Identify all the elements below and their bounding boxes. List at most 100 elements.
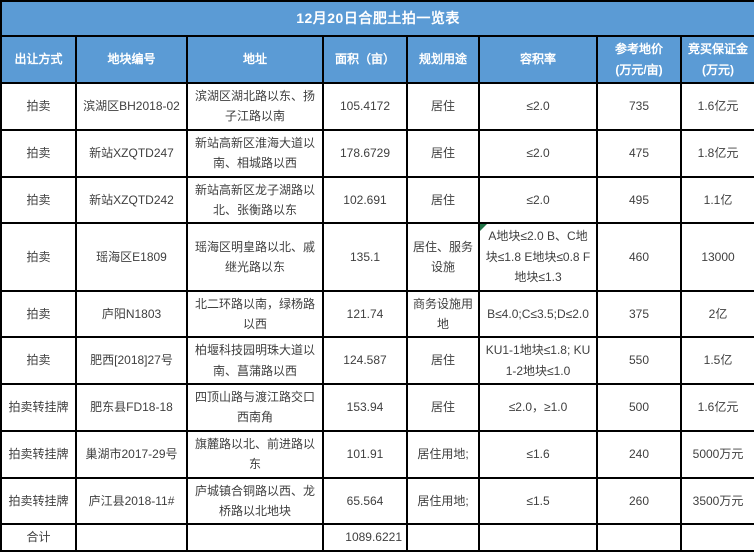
- cell-plot-no: 滨湖区BH2018-02: [75, 82, 188, 131]
- column-header-far: 容积率: [478, 35, 598, 84]
- cell-address: 瑶海区明皇路以北、戚继光路以东: [186, 222, 324, 292]
- cell-far: KU1-1地块≤1.8; KU1-2地块≤1.0: [478, 336, 598, 386]
- total-row: 合计 1089.6221: [0, 523, 754, 552]
- table-row: 拍卖 瑶海区E1809 瑶海区明皇路以北、戚继光路以东 135.1 居住、服务设…: [0, 222, 754, 292]
- table-row: 拍卖 肥西[2018]27号 柏堰科技园明珠大道以南、菖蒲路以西 124.587…: [0, 336, 754, 386]
- cell-area: 135.1: [322, 222, 408, 292]
- column-header-deposit: 竞买保证金 (万元): [679, 35, 754, 84]
- cell-area: 105.4172: [322, 82, 408, 131]
- cell-area: 121.74: [322, 289, 408, 339]
- cell-method: 拍卖: [0, 175, 77, 225]
- cell-address: 滨湖区湖北路以东、扬子江路以南: [186, 82, 324, 131]
- cell-far: ≤2.0: [478, 128, 598, 178]
- table-row: 拍卖 庐阳N1803 北二环路以南，绿杨路以西 121.74 商务设施用地 B≤…: [0, 289, 754, 339]
- cell-plot-no: 庐阳N1803: [75, 289, 188, 339]
- table-row: 拍卖转挂牌 巢湖市2017-29号 旗麓路以北、前进路以东 101.91 居住用…: [0, 429, 754, 479]
- cell-plot-no: 庐江县2018-11#: [75, 476, 188, 526]
- cell-usage: 居住: [406, 175, 480, 225]
- cell-plot-no: 瑶海区E1809: [75, 222, 188, 292]
- cell-area: 124.587: [322, 336, 408, 386]
- cell-ref-price: 475: [596, 128, 682, 178]
- table-title: 12月20日合肥土拍一览表: [0, 0, 754, 37]
- total-empty-cell: [406, 523, 480, 552]
- cell-method: 拍卖: [0, 222, 77, 292]
- cell-deposit: 1.5亿: [679, 336, 754, 386]
- cell-deposit: 1.6亿元: [679, 82, 754, 131]
- cell-method: 拍卖: [0, 289, 77, 339]
- cell-plot-no: 新站XZQTD247: [75, 128, 188, 178]
- table-row: 拍卖 滨湖区BH2018-02 滨湖区湖北路以东、扬子江路以南 105.4172…: [0, 82, 754, 131]
- cell-far: ≤1.6: [478, 429, 598, 479]
- cell-deposit: 3500万元: [679, 476, 754, 526]
- total-empty-cell: [75, 523, 188, 552]
- cell-area: 102.691: [322, 175, 408, 225]
- cell-ref-price: 500: [596, 383, 682, 432]
- cell-usage: 商务设施用地: [406, 289, 480, 339]
- cell-usage: 居住: [406, 336, 480, 386]
- column-header-address: 地址: [186, 35, 324, 84]
- cell-address: 新站高新区淮海大道以南、相城路以西: [186, 128, 324, 178]
- cell-method: 拍卖转挂牌: [0, 383, 77, 432]
- cell-area: 153.94: [322, 383, 408, 432]
- cell-usage: 居住用地;: [406, 476, 480, 526]
- cell-plot-no: 巢湖市2017-29号: [75, 429, 188, 479]
- total-empty-cell: [478, 523, 598, 552]
- total-area-cell: 1089.6221: [322, 523, 408, 552]
- cell-ref-price: 375: [596, 289, 682, 339]
- cell-deposit: 2亿: [679, 289, 754, 339]
- cell-plot-no: 新站XZQTD242: [75, 175, 188, 225]
- total-empty-cell: [596, 523, 682, 552]
- cell-area: 65.564: [322, 476, 408, 526]
- cell-far: ≤2.0: [478, 175, 598, 225]
- cell-area: 178.6729: [322, 128, 408, 178]
- cell-far: A地块≤2.0 B、C地块≤1.8 E地块≤0.8 F地块≤1.3: [478, 222, 598, 292]
- cell-far: ≤2.0，≥1.0: [478, 383, 598, 432]
- column-header-row: 出让方式 地块编号 地址 面积（亩） 规划用途 容积率 参考地价 (万元/亩) …: [0, 35, 754, 84]
- cell-ref-price: 550: [596, 336, 682, 386]
- total-empty-cell: [186, 523, 324, 552]
- cell-address: 旗麓路以北、前进路以东: [186, 429, 324, 479]
- cell-ref-price: 460: [596, 222, 682, 292]
- table-row: 拍卖 新站XZQTD247 新站高新区淮海大道以南、相城路以西 178.6729…: [0, 128, 754, 178]
- cell-far: ≤2.0: [478, 82, 598, 131]
- cell-deposit: 13000: [679, 222, 754, 292]
- cell-deposit: 5000万元: [679, 429, 754, 479]
- cell-usage: 居住用地;: [406, 429, 480, 479]
- total-empty-cell: [679, 523, 754, 552]
- cell-deposit: 1.1亿: [679, 175, 754, 225]
- cell-usage: 居住、服务设施: [406, 222, 480, 292]
- cell-usage: 居住: [406, 82, 480, 131]
- total-label-cell: 合计: [0, 523, 77, 552]
- cell-ref-price: 260: [596, 476, 682, 526]
- cell-far: ≤1.5: [478, 476, 598, 526]
- cell-plot-no: 肥西[2018]27号: [75, 336, 188, 386]
- cell-method: 拍卖: [0, 82, 77, 131]
- title-row: 12月20日合肥土拍一览表: [0, 0, 754, 37]
- cell-method: 拍卖: [0, 128, 77, 178]
- cell-method: 拍卖转挂牌: [0, 429, 77, 479]
- cell-address: 柏堰科技园明珠大道以南、菖蒲路以西: [186, 336, 324, 386]
- cell-method: 拍卖转挂牌: [0, 476, 77, 526]
- cell-ref-price: 495: [596, 175, 682, 225]
- column-header-ref-price: 参考地价 (万元/亩): [596, 35, 682, 84]
- column-header-method: 出让方式: [0, 35, 77, 84]
- cell-deposit: 1.6亿元: [679, 383, 754, 432]
- cell-area: 101.91: [322, 429, 408, 479]
- table-row: 拍卖 新站XZQTD242 新站高新区龙子湖路以北、张衡路以东 102.691 …: [0, 175, 754, 225]
- cell-address: 新站高新区龙子湖路以北、张衡路以东: [186, 175, 324, 225]
- table-row: 拍卖转挂牌 庐江县2018-11# 庐城镇合铜路以西、龙桥路以北地块 65.56…: [0, 476, 754, 526]
- cell-address: 北二环路以南，绿杨路以西: [186, 289, 324, 339]
- cell-far: B≤4.0;C≤3.5;D≤2.0: [478, 289, 598, 339]
- cell-method: 拍卖: [0, 336, 77, 386]
- column-header-plot-no: 地块编号: [75, 35, 188, 84]
- table-body: 拍卖 滨湖区BH2018-02 滨湖区湖北路以东、扬子江路以南 105.4172…: [0, 82, 754, 526]
- cell-ref-price: 240: [596, 429, 682, 479]
- cell-usage: 居住: [406, 383, 480, 432]
- table-row: 拍卖转挂牌 肥东县FD18-18 四顶山路与渡江路交口西南角 153.94 居住…: [0, 383, 754, 432]
- cell-usage: 居住: [406, 128, 480, 178]
- cell-address: 四顶山路与渡江路交口西南角: [186, 383, 324, 432]
- cell-ref-price: 735: [596, 82, 682, 131]
- column-header-usage: 规划用途: [406, 35, 480, 84]
